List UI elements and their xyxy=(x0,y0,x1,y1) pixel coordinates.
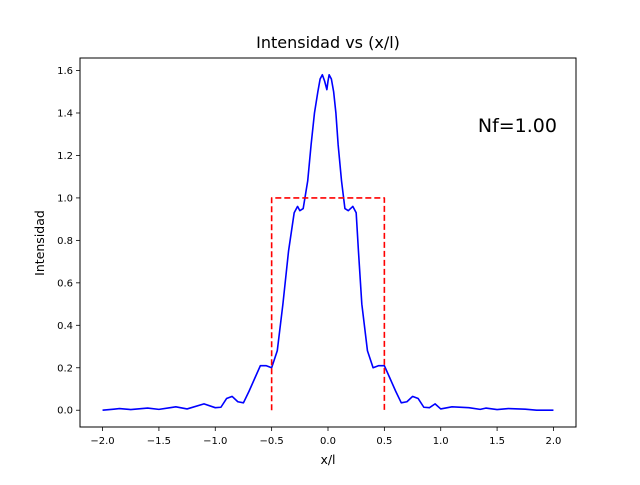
x-tick-label: 1.0 xyxy=(433,436,449,447)
plot-area xyxy=(102,73,554,412)
x-tick-label: −1.0 xyxy=(203,436,227,447)
y-tick-label: 0.2 xyxy=(57,363,73,374)
y-tick-label: 0.4 xyxy=(57,321,73,332)
x-tick-label: 0.0 xyxy=(320,436,336,447)
x-tick-label: −1.5 xyxy=(147,436,171,447)
y-tick-label: 1.0 xyxy=(57,193,73,204)
y-axis: 0.0 0.2 0.4 0.6 0.8 1.0 1.2 1.4 1.6 xyxy=(57,66,80,417)
x-tick-label: −0.5 xyxy=(259,436,283,447)
y-tick-label: 1.2 xyxy=(57,151,73,162)
intensity-curve-line xyxy=(102,73,554,412)
y-tick-label: 0.0 xyxy=(57,406,73,417)
y-axis-label: Intensidad xyxy=(32,210,47,276)
y-tick-label: 1.6 xyxy=(57,66,73,77)
x-tick-label: −2.0 xyxy=(90,436,114,447)
x-axis-label: x/l xyxy=(320,452,335,467)
x-axis: −2.0 −1.5 −1.0 −0.5 0.0 0.5 1.0 1.5 2.0 xyxy=(90,427,561,447)
x-tick-label: 1.5 xyxy=(489,436,505,447)
nf-annotation: Nf=1.00 xyxy=(478,115,557,137)
x-tick-label: 2.0 xyxy=(546,436,562,447)
y-tick-label: 1.4 xyxy=(57,108,73,119)
y-tick-label: 0.6 xyxy=(57,278,73,289)
y-tick-label: 0.8 xyxy=(57,236,73,247)
x-tick-label: 0.5 xyxy=(376,436,392,447)
chart-title: Intensidad vs (x/l) xyxy=(256,33,400,52)
